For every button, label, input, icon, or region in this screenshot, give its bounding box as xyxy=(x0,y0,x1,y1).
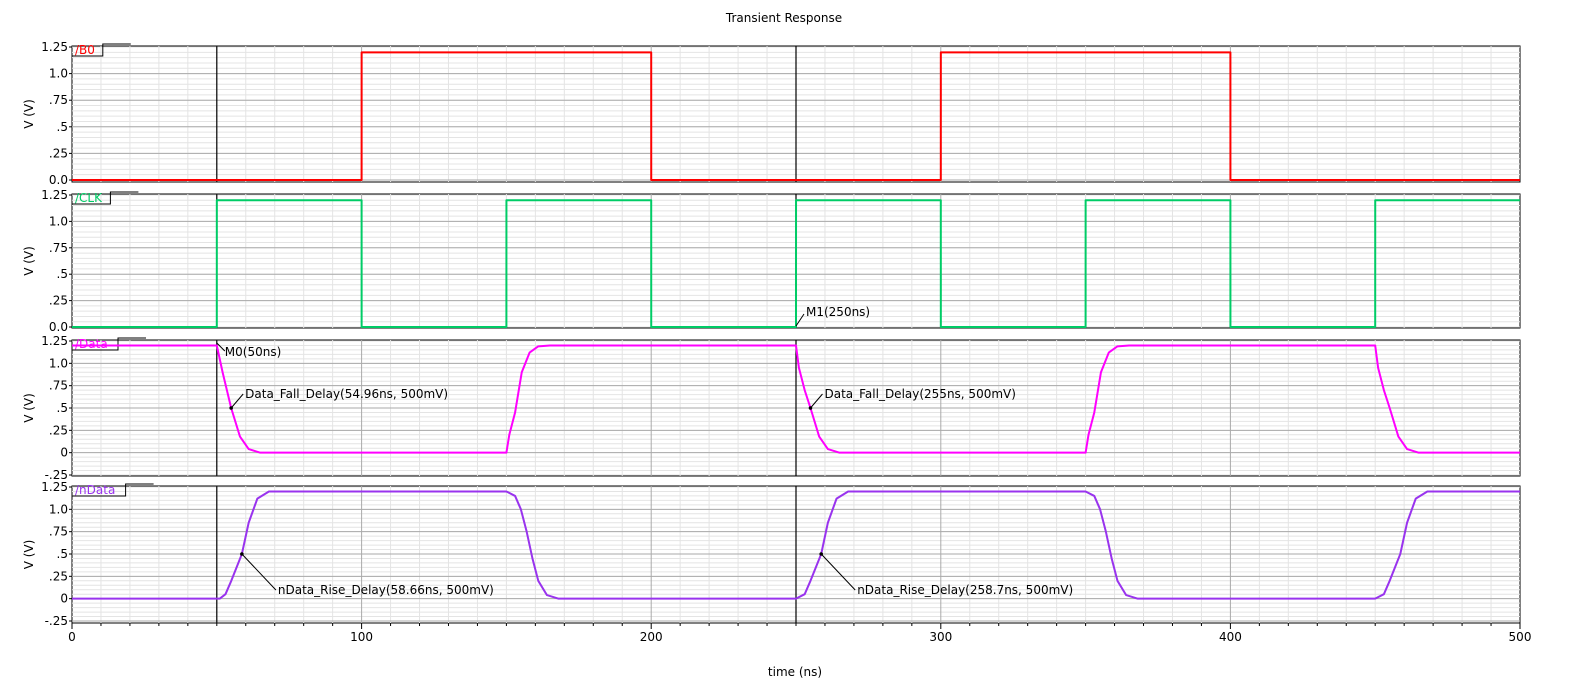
y-tick-label: .5 xyxy=(57,547,68,561)
annotation-point xyxy=(240,552,244,556)
y-tick-label: .25 xyxy=(49,569,68,583)
marker-leader xyxy=(795,313,805,327)
tab-outline xyxy=(72,483,154,497)
annotation-label: Data_Fall_Delay(255ns, 500mV) xyxy=(824,387,1015,401)
y-tick-label: -.25 xyxy=(45,468,68,482)
y-tick-label: 0.0 xyxy=(49,320,68,334)
annotation-point xyxy=(808,406,813,410)
tab-outline xyxy=(72,43,131,57)
trace-clk xyxy=(72,199,1520,328)
y-tick-label: 1.25 xyxy=(41,480,68,494)
trace-b0 xyxy=(72,51,1520,181)
y-axis-label: V (V) xyxy=(22,99,36,129)
y-tick-label: 1.25 xyxy=(41,334,68,348)
annotation-point xyxy=(819,552,823,556)
y-tick-label: .25 xyxy=(49,146,68,160)
y-tick-label: .75 xyxy=(49,93,68,107)
annotation-leader xyxy=(241,553,277,591)
y-tick-label: .5 xyxy=(57,120,68,134)
trace-name: /nData xyxy=(75,483,115,497)
panel-b0: 0.0 .25 .5 .75 1.0 1.25 V (V) /B0 xyxy=(22,40,1521,187)
y-tick-label: 1.25 xyxy=(41,40,68,54)
x-tick-label: 300 xyxy=(929,630,952,644)
trace-name: /B0 xyxy=(75,43,95,57)
marker-leader xyxy=(216,342,226,352)
y-tick-label: 1.0 xyxy=(49,67,68,81)
trace-name-tab: /B0 xyxy=(72,43,131,57)
delay-annotation: nData_Rise_Delay(58.66ns, 500mV) xyxy=(240,552,494,597)
y-tick-label: .5 xyxy=(57,267,68,281)
y-tick-label: 0 xyxy=(60,446,68,460)
tab-outline xyxy=(72,337,146,351)
marker-labels: M0(50ns) M1(250ns) xyxy=(216,305,870,359)
trace-name-tab: /CLK xyxy=(72,191,139,205)
y-tick-label: 1.0 xyxy=(49,356,68,370)
panel-ndata: -.25 0 .25 .5 .75 1.0 1.25 V (V) /nData nData_Ris… xyxy=(22,480,1521,628)
annotation-label: nData_Rise_Delay(58.66ns, 500mV) xyxy=(278,583,494,597)
y-axis-label: V (V) xyxy=(22,393,36,423)
plot-panels: 0.0 .25 .5 .75 1.0 1.25 V (V) /B0 0.0 .25 .5 .75 1.0… xyxy=(22,40,1521,628)
panel-clk: 0.0 .25 .5 .75 1.0 1.25 V (V) /CLK xyxy=(22,188,1521,334)
delay-annotation: Data_Fall_Delay(255ns, 500mV) xyxy=(808,387,1016,410)
y-tick-label: .75 xyxy=(49,241,68,255)
trace-name-tab: /nData xyxy=(72,483,154,497)
y-axis-label: V (V) xyxy=(22,540,36,570)
x-axis: 0 100 200 300 400 500 xyxy=(68,623,1531,644)
y-tick-label: 0 xyxy=(60,592,68,606)
y-axis-label: V (V) xyxy=(22,246,36,276)
x-tick-label: 500 xyxy=(1509,630,1532,644)
panel-data: -.25 0 .25 .5 .75 1.0 1.25 V (V) /Data Data_Fall_… xyxy=(22,334,1521,482)
y-tick-label: .75 xyxy=(49,525,68,539)
delay-annotation: nData_Rise_Delay(258.7ns, 500mV) xyxy=(819,552,1073,597)
x-tick-label: 200 xyxy=(640,630,663,644)
annotation-leader xyxy=(230,393,244,409)
x-tick-label: 400 xyxy=(1219,630,1242,644)
delay-annotation: Data_Fall_Delay(54.96ns, 500mV) xyxy=(229,387,448,410)
marker-label-m0: M0(50ns) xyxy=(225,345,281,359)
trace-data xyxy=(72,344,1520,454)
y-tick-label: -.25 xyxy=(45,614,68,628)
y-tick-label: .25 xyxy=(49,294,68,308)
y-tick-label: 1.0 xyxy=(49,502,68,516)
trace-name: /CLK xyxy=(75,191,103,205)
annotation-label: Data_Fall_Delay(54.96ns, 500mV) xyxy=(245,387,448,401)
trace-name: /Data xyxy=(75,337,108,351)
tab-outline xyxy=(72,191,139,205)
x-tick-label: 100 xyxy=(350,630,373,644)
marker-label-m1: M1(250ns) xyxy=(806,305,870,319)
x-tick-label: 0 xyxy=(68,630,76,644)
annotation-point xyxy=(229,406,233,410)
y-tick-label: 1.25 xyxy=(41,188,68,202)
y-tick-label: .5 xyxy=(57,401,68,415)
annotation-label: nData_Rise_Delay(258.7ns, 500mV) xyxy=(857,583,1073,597)
y-tick-label: .25 xyxy=(49,423,68,437)
x-axis-label: time (ns) xyxy=(768,665,822,679)
y-tick-label: 1.0 xyxy=(49,214,68,228)
chart-title: Transient Response xyxy=(725,11,842,25)
annotation-leader xyxy=(810,393,823,409)
y-tick-label: .75 xyxy=(49,379,68,393)
annotation-leader xyxy=(820,553,856,591)
y-tick-label: 0.0 xyxy=(49,173,68,187)
trace-name-tab: /Data xyxy=(72,337,146,351)
